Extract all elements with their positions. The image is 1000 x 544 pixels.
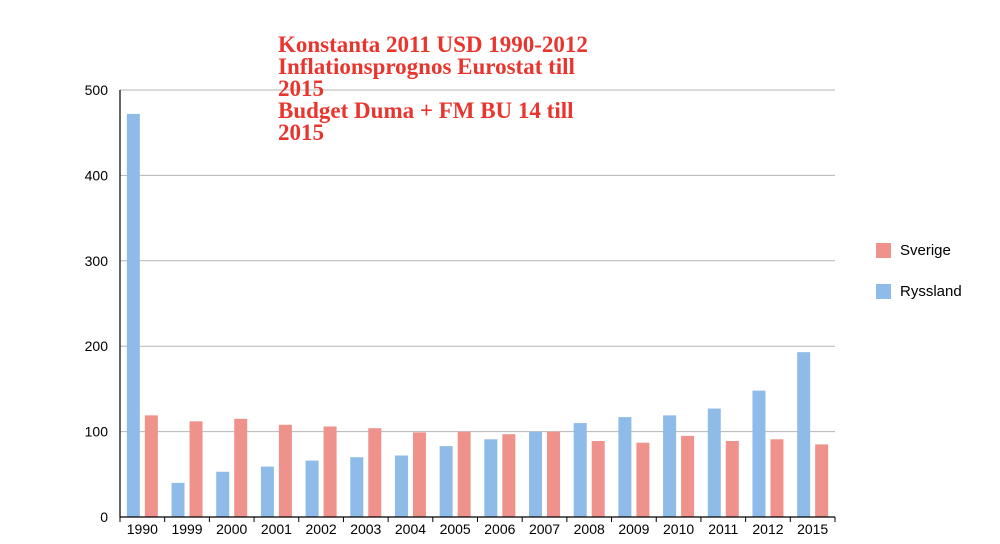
y-tick-label: 200 <box>85 338 109 354</box>
bar-ryssland <box>440 446 453 517</box>
x-tick-label: 2003 <box>350 521 381 537</box>
y-tick-label: 500 <box>85 82 109 98</box>
bar-ryssland <box>216 472 229 517</box>
x-tick-label: 2004 <box>395 521 426 537</box>
legend: Sverige Ryssland <box>876 240 962 322</box>
bar-ryssland <box>574 423 587 517</box>
bar-sverige <box>145 415 158 517</box>
x-tick-label: 2006 <box>484 521 515 537</box>
bar-ryssland <box>484 439 497 517</box>
bar-ryssland <box>663 415 676 517</box>
bar-ryssland <box>172 483 185 517</box>
legend-swatch-ryssland <box>876 284 891 299</box>
bar-sverige <box>190 421 203 517</box>
bar-sverige <box>458 432 471 517</box>
bar-sverige <box>324 426 337 517</box>
bar-sverige <box>770 439 783 517</box>
x-tick-label: 2005 <box>440 521 471 537</box>
chart-title-line: Konstanta 2011 USD 1990-2012 <box>278 34 698 56</box>
x-tick-label: 2010 <box>663 521 694 537</box>
bar-sverige <box>681 436 694 517</box>
bar-sverige <box>234 419 247 517</box>
chart-title-line: 2015 <box>278 122 698 144</box>
legend-item-ryssland: Ryssland <box>876 281 962 301</box>
bar-ryssland <box>306 461 319 517</box>
bar-sverige <box>368 428 381 517</box>
bar-sverige <box>413 432 426 517</box>
bar-ryssland <box>797 352 810 517</box>
bar-ryssland <box>350 457 363 517</box>
bar-sverige <box>279 425 292 517</box>
bar-ryssland <box>708 409 721 517</box>
bar-ryssland <box>127 114 140 517</box>
x-tick-label: 2007 <box>529 521 560 537</box>
y-tick-label: 0 <box>100 509 108 525</box>
chart-title: Konstanta 2011 USD 1990-2012 Inflationsp… <box>278 34 698 144</box>
legend-item-sverige: Sverige <box>876 240 962 260</box>
chart-title-line: Budget Duma + FM BU 14 till <box>278 100 698 122</box>
bar-ryssland <box>752 391 765 517</box>
x-tick-label: 2011 <box>708 521 738 537</box>
x-tick-label: 2012 <box>752 521 783 537</box>
bar-sverige <box>502 434 515 517</box>
x-tick-label: 1999 <box>171 521 202 537</box>
y-tick-label: 100 <box>85 424 109 440</box>
x-tick-label: 2001 <box>261 521 292 537</box>
x-tick-label: 2015 <box>797 521 828 537</box>
bar-ryssland <box>261 467 274 517</box>
bar-ryssland <box>618 417 631 517</box>
bar-ryssland <box>529 432 542 517</box>
chart-title-line: Inflationsprognos Eurostat till <box>278 56 698 78</box>
bar-sverige <box>726 441 739 517</box>
legend-swatch-sverige <box>876 243 891 258</box>
chart-title-line: 2015 <box>278 78 698 100</box>
bar-sverige <box>547 432 560 517</box>
x-tick-label: 2000 <box>216 521 247 537</box>
x-tick-label: 2002 <box>306 521 337 537</box>
y-tick-label: 300 <box>85 253 109 269</box>
bar-sverige <box>592 441 605 517</box>
bar-ryssland <box>395 456 408 517</box>
x-tick-label: 2008 <box>574 521 605 537</box>
y-tick-label: 400 <box>85 167 109 183</box>
bar-sverige <box>636 443 649 517</box>
bar-sverige <box>815 444 828 517</box>
x-tick-label: 2009 <box>618 521 649 537</box>
x-tick-label: 1990 <box>127 521 158 537</box>
legend-label-ryssland: Ryssland <box>900 283 962 300</box>
legend-label-sverige: Sverige <box>900 242 951 259</box>
